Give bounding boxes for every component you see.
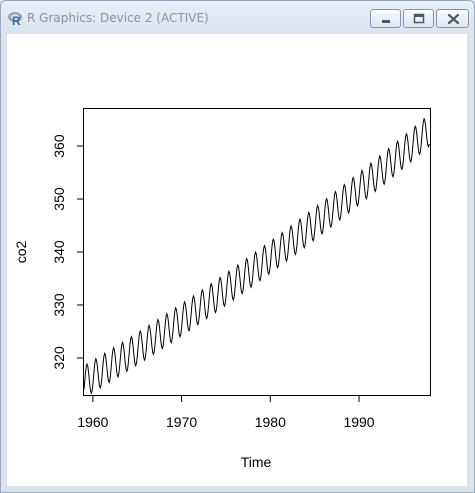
y-tick-label: 330 [51, 293, 67, 317]
svg-text:R: R [12, 14, 21, 26]
minimize-button[interactable] [370, 9, 401, 28]
y-tick-label: 340 [51, 240, 67, 264]
y-tick-label: 360 [51, 134, 67, 158]
y-tick-label: 350 [51, 187, 67, 211]
close-button[interactable] [436, 9, 469, 28]
plot-area: 1960 1970 1980 1990 320 330 340 350 360 Time co… [7, 34, 467, 486]
plot-frame [83, 108, 431, 396]
minimize-icon [382, 20, 390, 23]
x-tick-label: 1980 [255, 414, 286, 430]
y-tick-label: 320 [51, 346, 67, 370]
co2-series-line [83, 117, 430, 395]
x-axis-label: Time [241, 454, 272, 470]
maximize-icon [413, 13, 425, 24]
r-logo-icon: R [8, 12, 22, 26]
y-axis: 320 330 340 350 360 [51, 134, 84, 370]
title-bar[interactable]: R R Graphics: Device 2 (ACTIVE) [1, 1, 474, 35]
x-axis: 1960 1970 1980 1990 [77, 395, 375, 430]
y-axis-label: co2 [13, 241, 29, 264]
x-tick-label: 1970 [166, 414, 197, 430]
x-tick-label: 1960 [77, 414, 108, 430]
close-icon [447, 13, 460, 25]
maximize-button[interactable] [403, 9, 434, 28]
window-title: R Graphics: Device 2 (ACTIVE) [27, 11, 209, 25]
x-tick-label: 1990 [343, 414, 374, 430]
